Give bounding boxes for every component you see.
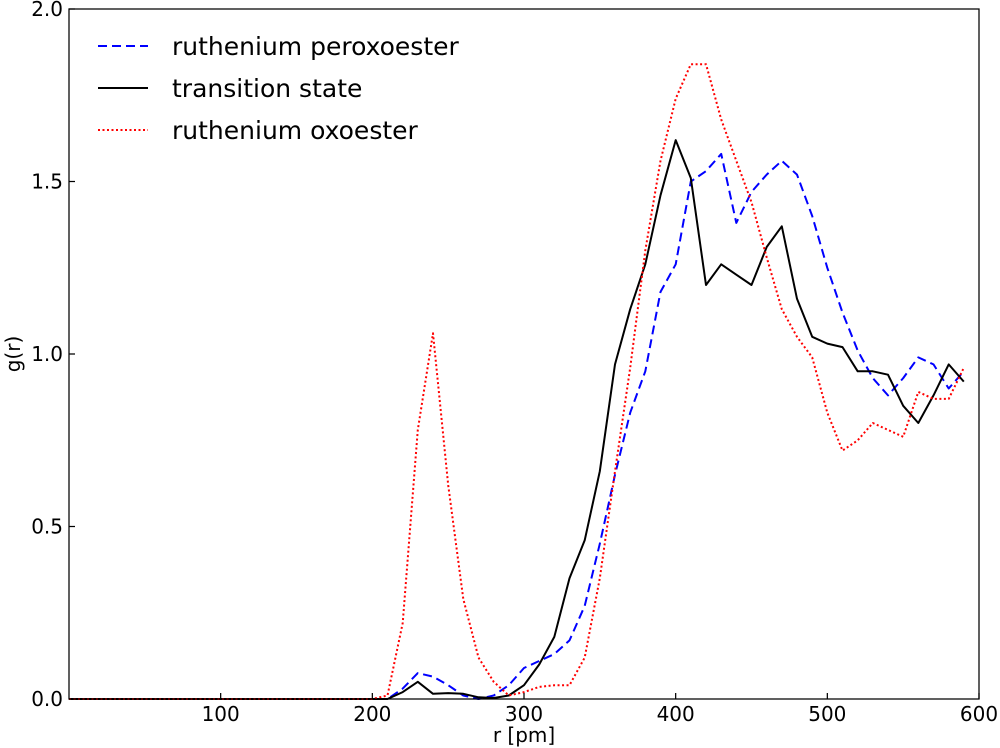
y-tick-label: 1.5 [31, 170, 63, 194]
series-line-2 [69, 139, 965, 700]
series-line-1 [69, 152, 965, 700]
x-tick-label: 200 [353, 702, 391, 726]
legend-label-3: ruthenium oxoester [172, 116, 419, 145]
y-tick-label: 0.5 [31, 515, 63, 539]
legend-label-1: ruthenium peroxoester [172, 32, 460, 61]
x-tick-label: 400 [657, 702, 695, 726]
plot-frame [68, 8, 980, 700]
y-tick-label: 2.0 [31, 0, 63, 21]
y-tick-label: 1.0 [31, 342, 63, 366]
x-tick-label: 500 [808, 702, 846, 726]
x-tick-label: 300 [505, 702, 543, 726]
series-line-3 [69, 63, 965, 700]
x-tick-label: 100 [202, 702, 240, 726]
y-axis-label: g(r) [1, 336, 25, 373]
y-tick-label: 0.0 [31, 687, 63, 711]
x-tick-label: 600 [960, 702, 998, 726]
legend: ruthenium peroxoester transition state rut… [98, 32, 460, 145]
legend-label-2: transition state [172, 74, 362, 103]
x-axis-label: r [pm] [493, 723, 555, 747]
y-ticks: 0.0 0.5 1.0 1.5 2.0 [31, 0, 75, 711]
series-layer [69, 63, 965, 700]
